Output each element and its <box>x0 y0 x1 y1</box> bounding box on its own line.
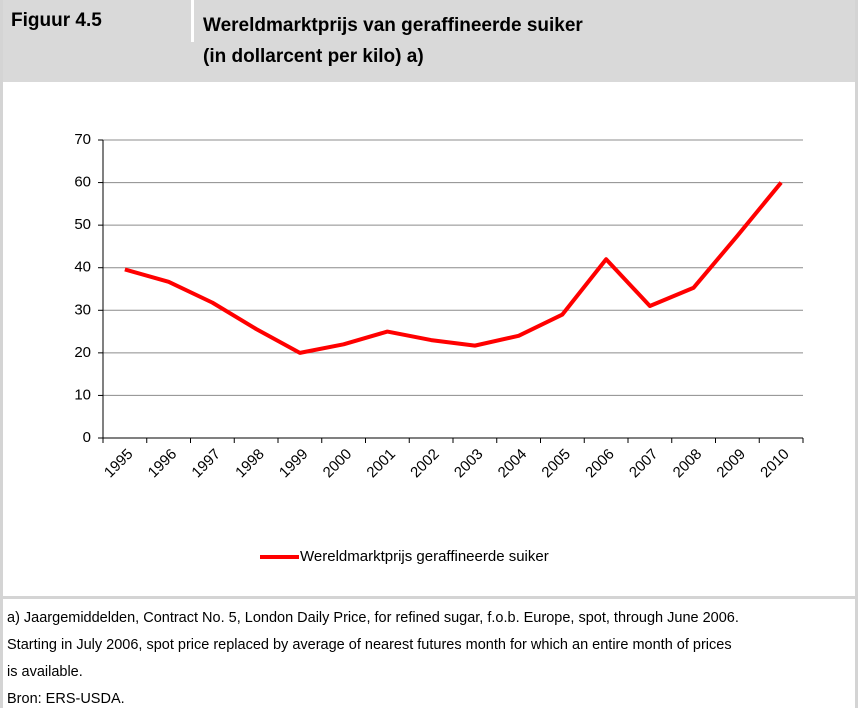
footnote: a) Jaargemiddelden, Contract No. 5, Lond… <box>7 610 739 626</box>
x-tick-label: 2001 <box>363 446 399 482</box>
line-series <box>124 181 783 355</box>
y-tick-label: 30 <box>74 301 91 318</box>
header-separator <box>191 0 194 42</box>
title-line: (in dollarcent per kilo) a) <box>203 46 424 67</box>
x-tick-label: 2000 <box>320 446 356 482</box>
x-tick-label: 2010 <box>757 446 793 482</box>
footnote: is available. <box>7 664 83 680</box>
y-tick-label: 60 <box>74 174 91 191</box>
x-tick-label: 2007 <box>626 446 662 482</box>
footnote: Starting in July 2006, spot price replac… <box>7 637 732 653</box>
x-tick-label: 2004 <box>495 446 531 482</box>
footer: a) Jaargemiddelden, Contract No. 5, Lond… <box>3 596 858 708</box>
x-tick-label: 1995 <box>101 446 137 482</box>
x-tick-label: 2002 <box>407 446 443 482</box>
y-tick-label: 20 <box>74 344 91 361</box>
y-tick-label: 10 <box>74 386 91 403</box>
y-tick-label: 70 <box>74 131 91 148</box>
y-tick-label: 40 <box>74 259 91 276</box>
figure-label: Figuur 4.5 <box>11 10 102 31</box>
title-line: Wereldmarktprijs van geraffineerde suike… <box>203 15 583 36</box>
x-tick-label: 2005 <box>538 446 574 482</box>
x-tick-label: 2009 <box>713 446 749 482</box>
title: Wereldmarktprijs van geraffineerde suike… <box>203 10 583 72</box>
x-tick-label: 2006 <box>582 446 618 482</box>
x-tick-label: 2003 <box>451 446 487 482</box>
x-tick-label: 1996 <box>145 446 181 482</box>
source: Bron: ERS-USDA. <box>7 691 125 707</box>
legend-label: Wereldmarktprijs geraffineerde suiker <box>300 548 549 565</box>
x-tick-label: 1997 <box>188 446 224 482</box>
y-tick-label: 0 <box>83 429 91 446</box>
x-tick-label: 2008 <box>670 446 706 482</box>
x-tick-label: 1999 <box>276 446 312 482</box>
x-tick-label: 1998 <box>232 446 268 482</box>
y-tick-label: 50 <box>74 216 91 233</box>
header: Figuur 4.5 Wereldmarktprijs van geraffin… <box>3 0 855 82</box>
